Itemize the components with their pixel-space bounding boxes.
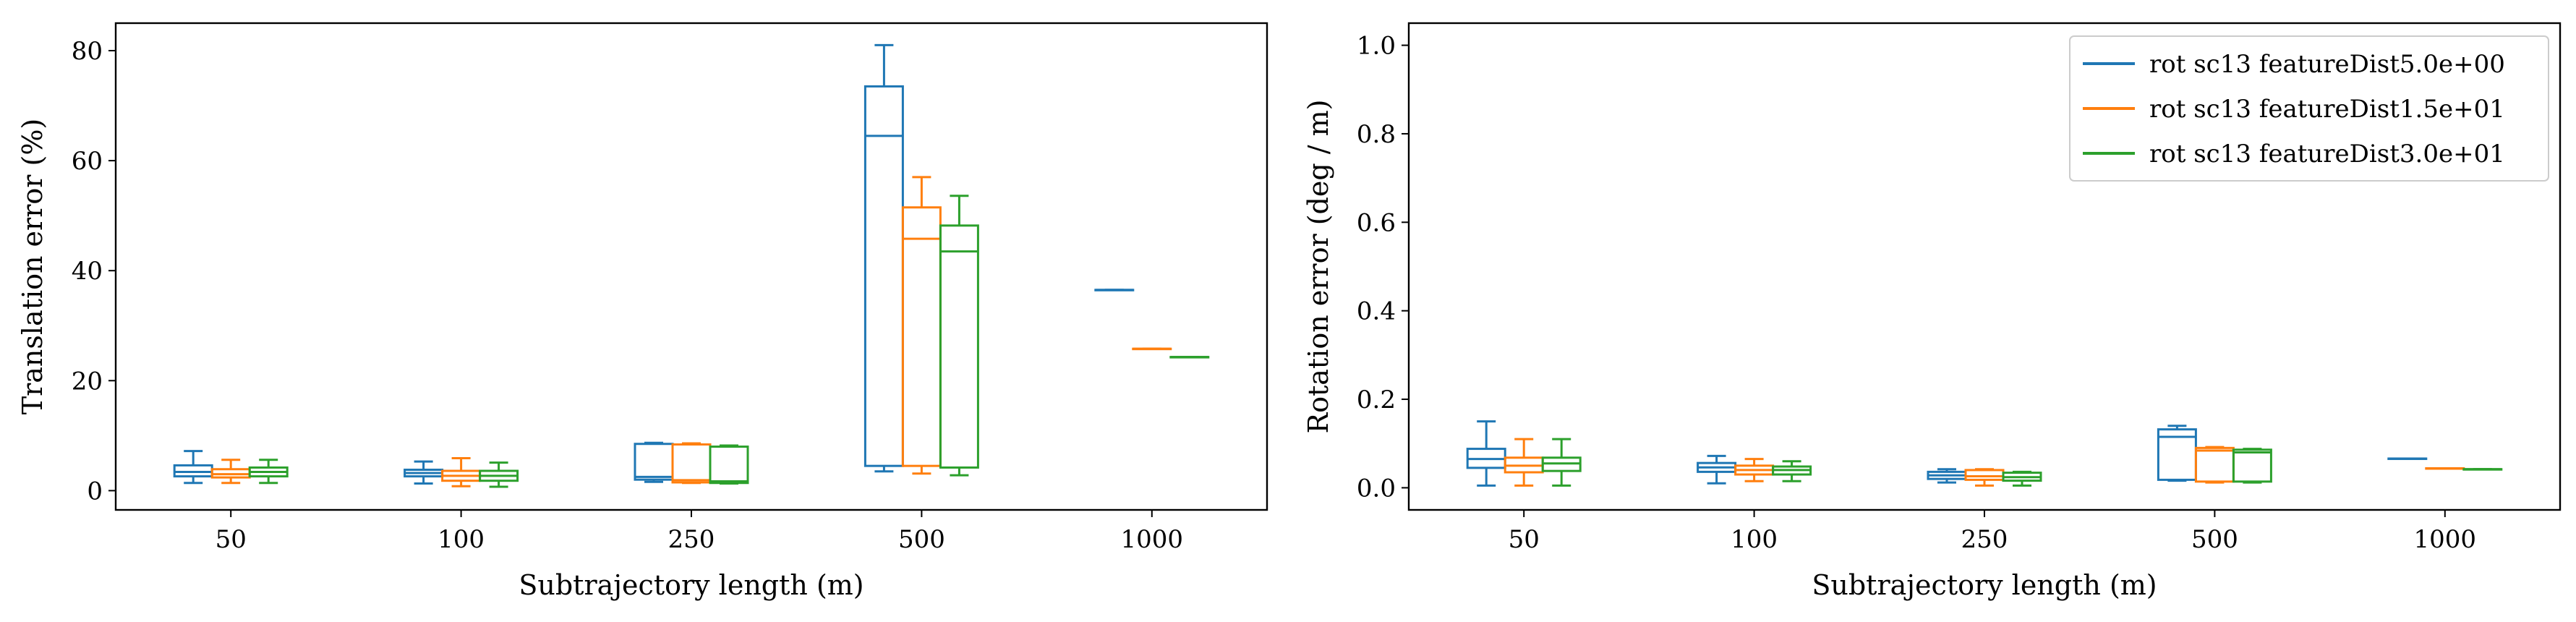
y-tick-label: 0.0 — [1357, 474, 1396, 503]
x-tick-label: 250 — [668, 525, 715, 554]
legend-label: rot sc13 featureDist5.0e+00 — [2149, 50, 2505, 79]
legend: rot sc13 featureDist5.0e+00 rot sc13 feat… — [2069, 35, 2549, 182]
box-iqr — [671, 443, 712, 484]
plot-frame — [114, 22, 1268, 511]
box-plot-series-1 — [671, 442, 712, 485]
y-axis-label: Translation error (%) — [17, 119, 48, 415]
box-plot-series-0 — [634, 441, 674, 483]
x-tick-label: 500 — [2191, 525, 2238, 554]
y-tick-label: 1.0 — [1357, 32, 1396, 61]
box-plot-series-0 — [404, 460, 444, 485]
box-plot-series-2 — [2462, 468, 2503, 471]
box-plot-series-1 — [1964, 468, 2005, 487]
box-plot-series-1 — [2194, 446, 2235, 484]
y-axis-label: Rotation error (deg / m) — [1302, 100, 1334, 434]
x-tick-label: 1000 — [2414, 525, 2477, 554]
y-tick-label: 0.4 — [1357, 297, 1396, 326]
box-iqr — [901, 206, 942, 467]
x-tick-label: 500 — [898, 525, 945, 554]
x-tick-label: 100 — [438, 525, 485, 554]
box-plot-series-0 — [2157, 425, 2197, 482]
box-plot-series-2 — [2002, 470, 2042, 487]
box-plot-series-2 — [709, 444, 749, 485]
y-tick-label: 0.6 — [1357, 208, 1396, 237]
x-tick-label: 50 — [1509, 525, 1540, 554]
box-plot-series-1 — [1504, 438, 1544, 487]
box-plot-series-0 — [173, 450, 213, 485]
x-tick-label: 250 — [1961, 525, 2008, 554]
box-plot-series-0 — [1697, 454, 1737, 485]
box-plot-series-0 — [1094, 289, 1135, 291]
y-tick-label: 0.2 — [1357, 385, 1396, 414]
box-plot-series-0 — [863, 43, 904, 473]
x-axis-label: Subtrajectory length (m) — [519, 569, 863, 601]
y-tick-label: 60 — [72, 147, 103, 176]
x-tick-label: 50 — [216, 525, 247, 554]
box-iqr — [709, 446, 749, 485]
y-tick-label: 20 — [72, 367, 103, 396]
box-plot-series-2 — [1772, 460, 1812, 482]
y-tick-label: 80 — [72, 37, 103, 66]
box-iqr — [2232, 448, 2272, 483]
box-iqr — [634, 443, 674, 481]
legend-label: rot sc13 featureDist1.5e+01 — [2149, 95, 2505, 124]
x-axis-label: Subtrajectory length (m) — [1812, 569, 2157, 601]
box-plot-series-2 — [1169, 356, 1210, 359]
box-iqr — [173, 464, 213, 478]
legend-frame — [2069, 35, 2549, 182]
box-plot-series-2 — [2232, 448, 2272, 484]
legend-label: rot sc13 featureDist3.0e+01 — [2149, 140, 2505, 169]
box-plot-series-2 — [1541, 438, 1582, 487]
box-iqr — [1964, 469, 2005, 481]
box-plot-series-0 — [1466, 420, 1506, 487]
box-plot-series-1 — [2425, 466, 2465, 470]
box-iqr — [863, 85, 904, 467]
y-tick-label: 0.8 — [1357, 120, 1396, 149]
rotation-error-panel: 0.0 0.2 0.4 0.6 0.8 1.0 50 100 250 500 1000 Subtraj… — [1302, 22, 2562, 601]
x-tick-label: 100 — [1731, 525, 1778, 554]
y-tick-label: 40 — [72, 257, 103, 286]
box-plot-series-1 — [1734, 458, 1775, 482]
translation-error-panel: 0 20 40 60 80 50 100 250 500 1000 Subtrajectory le… — [17, 22, 1268, 601]
y-tick-label: 0 — [87, 477, 103, 506]
box-plot-series-1 — [441, 457, 482, 487]
box-iqr — [939, 224, 979, 469]
box-plot-series-1 — [210, 459, 251, 485]
box-plot-series-2 — [939, 195, 979, 477]
box-iqr — [2194, 446, 2235, 483]
box-plot-series-0 — [1927, 468, 1967, 484]
box-plot-series-2 — [248, 459, 289, 485]
box-plot-series-2 — [479, 461, 519, 488]
x-tick-label: 1000 — [1121, 525, 1184, 554]
box-plot-series-1 — [901, 176, 942, 475]
